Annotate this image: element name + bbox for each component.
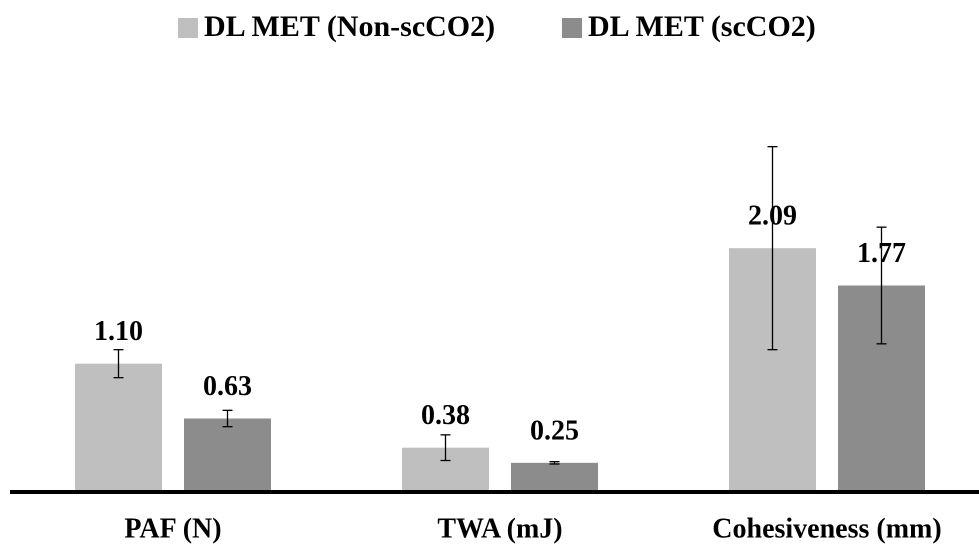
value-label: 2.09 [748,201,797,232]
legend-swatch [178,18,198,38]
value-label: 1.10 [94,316,143,347]
value-label: 0.63 [203,371,252,402]
value-label: 0.38 [421,400,470,431]
x-tick-label: Cohesiveness (mm) [712,513,941,544]
legend-swatch [562,18,582,38]
value-label: 0.25 [530,415,579,446]
legend-label: DL MET (Non-scCO2) [204,10,495,43]
x-tick-label: PAF (N) [124,513,221,544]
x-tick-label: TWA (mJ) [437,513,562,544]
bar [511,462,598,492]
bar [75,363,162,492]
legend-label: DL MET (scCO2) [588,10,816,43]
value-label: 1.77 [857,238,906,269]
bar [184,418,271,492]
